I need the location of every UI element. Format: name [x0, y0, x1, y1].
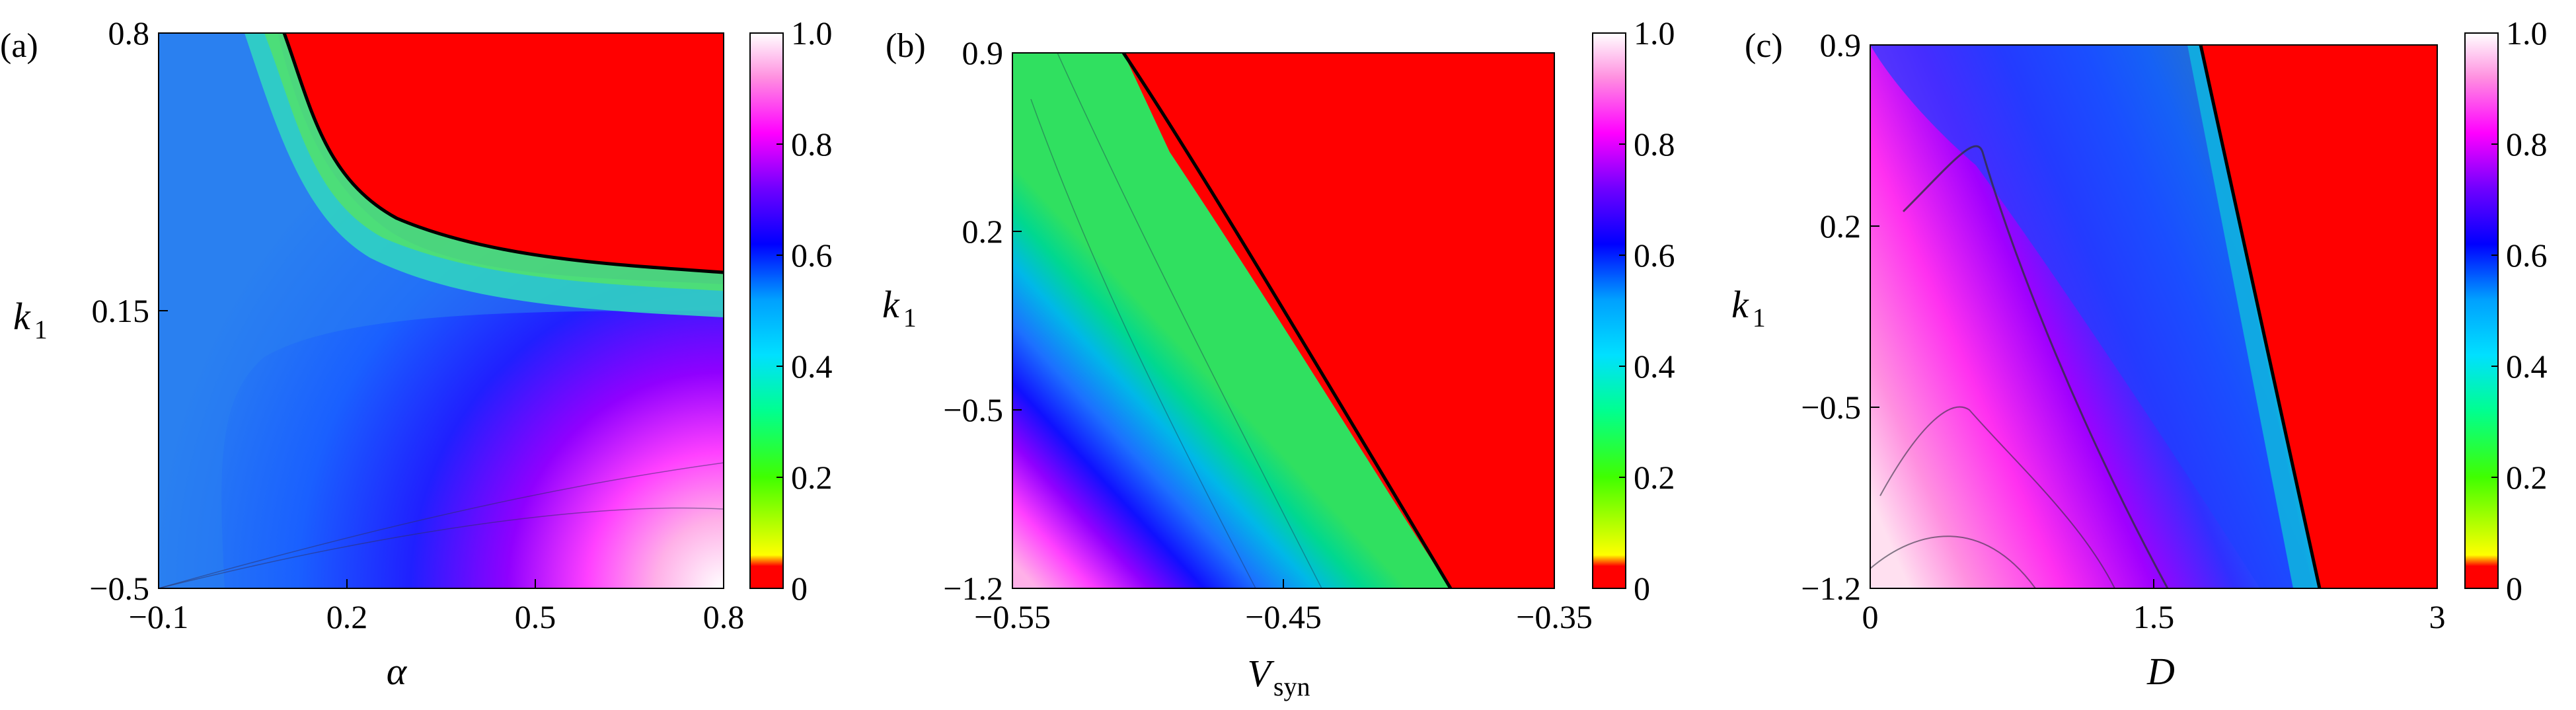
panel-a-ytick-label: −0.5 [89, 570, 149, 607]
panel-a-colorbar-label: 0.4 [791, 348, 833, 385]
panel-c-label: (c) [1745, 27, 1783, 65]
panel-b-yticks: −1.2 −0.5 0.2 0.9 [943, 34, 1022, 607]
panel-b-colorbar: 0 0.2 0.4 0.6 0.8 1.0 [1592, 15, 1675, 607]
panel-a-label: (a) [0, 27, 38, 65]
panel-a-colorbar-label: 1.0 [791, 15, 833, 52]
panel-b-colorbar-label: 0.2 [1634, 459, 1675, 496]
panel-b-colorbar-label: 1.0 [1634, 15, 1675, 52]
panel-a-heatmap [159, 33, 724, 588]
panel-b-ytick-label: −0.5 [943, 391, 1003, 428]
panel-b-ytick-label: 0.2 [962, 213, 1004, 250]
panel-c-ytick-label: 0.9 [1820, 26, 1862, 63]
panel-a-xlabel: α [387, 650, 408, 693]
panel-a-xtick-label: −0.1 [129, 598, 189, 635]
panel-c-xtick-label: 3 [2429, 598, 2446, 635]
panel-c-colorbar-label: 0.6 [2506, 237, 2548, 274]
panel-a-colorbar-label: 0.6 [791, 237, 833, 274]
panel-a-colorbar: 0 0.2 0.4 0.6 0.8 1.0 [749, 15, 833, 607]
panel-c-ytick-label: −0.5 [1801, 389, 1861, 426]
panel-b-zero-region [1123, 53, 1554, 588]
panel-c-yticks: −1.2 −0.5 0.2 0.9 [1801, 26, 1879, 607]
panel-c-ytick-label: −1.2 [1801, 570, 1861, 607]
panel-a-zero-region [284, 33, 724, 272]
panel-c-colorbar-label: 0.8 [2506, 126, 2548, 163]
panel-a-colorbar-label: 0.2 [791, 459, 833, 496]
panel-c-xtick-label: 0 [1862, 598, 1879, 635]
panel-c-colorbar-label: 1.0 [2506, 15, 2548, 52]
panel-c-xticks: 0 1.5 3 [1862, 579, 2446, 635]
panel-a-xtick-label: 0.8 [703, 598, 745, 635]
panel-b-colorbar-label: 0.8 [1634, 126, 1675, 163]
panel-b-label: (b) [886, 27, 926, 65]
panel-a-colorbar-label: 0.8 [791, 126, 833, 163]
panel-c-colorbar-label: 0 [2506, 570, 2522, 607]
panel-b-colorbar-label: 0 [1634, 570, 1650, 607]
panel-b-xtick-label: −0.45 [1245, 598, 1322, 635]
panel-c-xlabel: D [2146, 650, 2175, 693]
panel-a-ytick-label: 0.8 [108, 15, 150, 52]
panel-c-colorbar-label: 0.4 [2506, 348, 2548, 385]
panel-a-yticks: −0.5 0.15 0.8 [89, 15, 168, 607]
panel-c-colorbar: 0 0.2 0.4 0.6 0.8 1.0 [2464, 15, 2548, 607]
panel-b-xtick-label: −0.35 [1516, 598, 1593, 635]
panel-b-ytick-label: 0.9 [962, 34, 1004, 71]
panel-b-colorbar-label: 0.6 [1634, 237, 1675, 274]
panel-b-colorbar-label: 0.4 [1634, 348, 1675, 385]
panel-b-heatmap [1012, 53, 1554, 588]
panel-c-xtick-label: 1.5 [2133, 598, 2175, 635]
panel-a-xtick-label: 0.2 [326, 598, 368, 635]
panel-a-xtick-label: 0.5 [515, 598, 556, 635]
panel-c-zero-region [2201, 45, 2437, 588]
panel-a-ytick-label: 0.15 [92, 292, 150, 329]
panel-a-xticks: −0.1 0.2 0.5 0.8 [129, 579, 745, 635]
panel-b-xticks: −0.55 −0.45 −0.35 [974, 579, 1593, 635]
panel-a-colorbar-label: 0 [791, 570, 808, 607]
panel-c-ytick-label: 0.2 [1820, 208, 1862, 245]
panel-b-xtick-label: −0.55 [974, 598, 1051, 635]
panel-c-colorbar-label: 0.2 [2506, 459, 2548, 496]
panel-b-ytick-label: −1.2 [943, 570, 1003, 607]
panel-c-heatmap [1870, 45, 2437, 588]
